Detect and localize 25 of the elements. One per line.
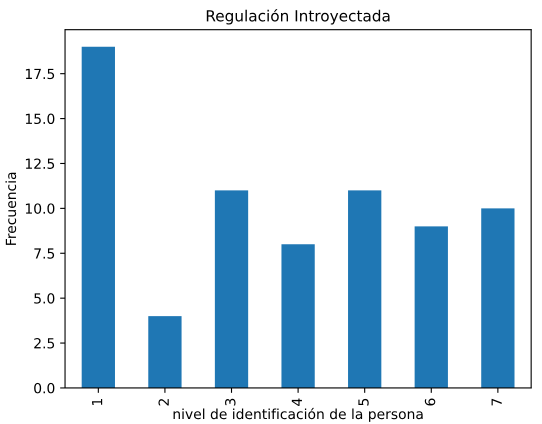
y-tick-label: 17.5 (26, 68, 54, 80)
y-tick-label: 10.0 (26, 203, 54, 214)
bar (148, 316, 182, 388)
bar (214, 190, 248, 388)
x-tick-label: 1 (92, 398, 102, 405)
bar (481, 208, 515, 388)
bar (414, 226, 448, 388)
x-tick-label: 7 (492, 398, 502, 406)
bar (281, 244, 315, 388)
x-tick-label: 2 (158, 399, 169, 406)
y-axis-title: Frecuencia (5, 172, 16, 245)
x-tick-label: 3 (225, 398, 236, 406)
y-tick-label: 15.0 (26, 114, 54, 124)
x-tick-label: 4 (292, 398, 302, 406)
chart-title: Regulación Introyectada (206, 9, 390, 25)
y-tick-label: 12.5 (26, 158, 54, 169)
bar (82, 46, 115, 388)
x-tick-label: 5 (358, 398, 369, 406)
y-tick-label: 5.0 (34, 293, 54, 304)
x-axis-title: nivel de identificación de la persona (174, 408, 423, 422)
y-tick-label: 2.5 (34, 338, 54, 349)
y-tick-label: 0.0 (34, 382, 54, 394)
bar (348, 190, 382, 388)
x-tick-label: 6 (424, 398, 436, 406)
y-tick-label: 7.5 (34, 248, 54, 259)
